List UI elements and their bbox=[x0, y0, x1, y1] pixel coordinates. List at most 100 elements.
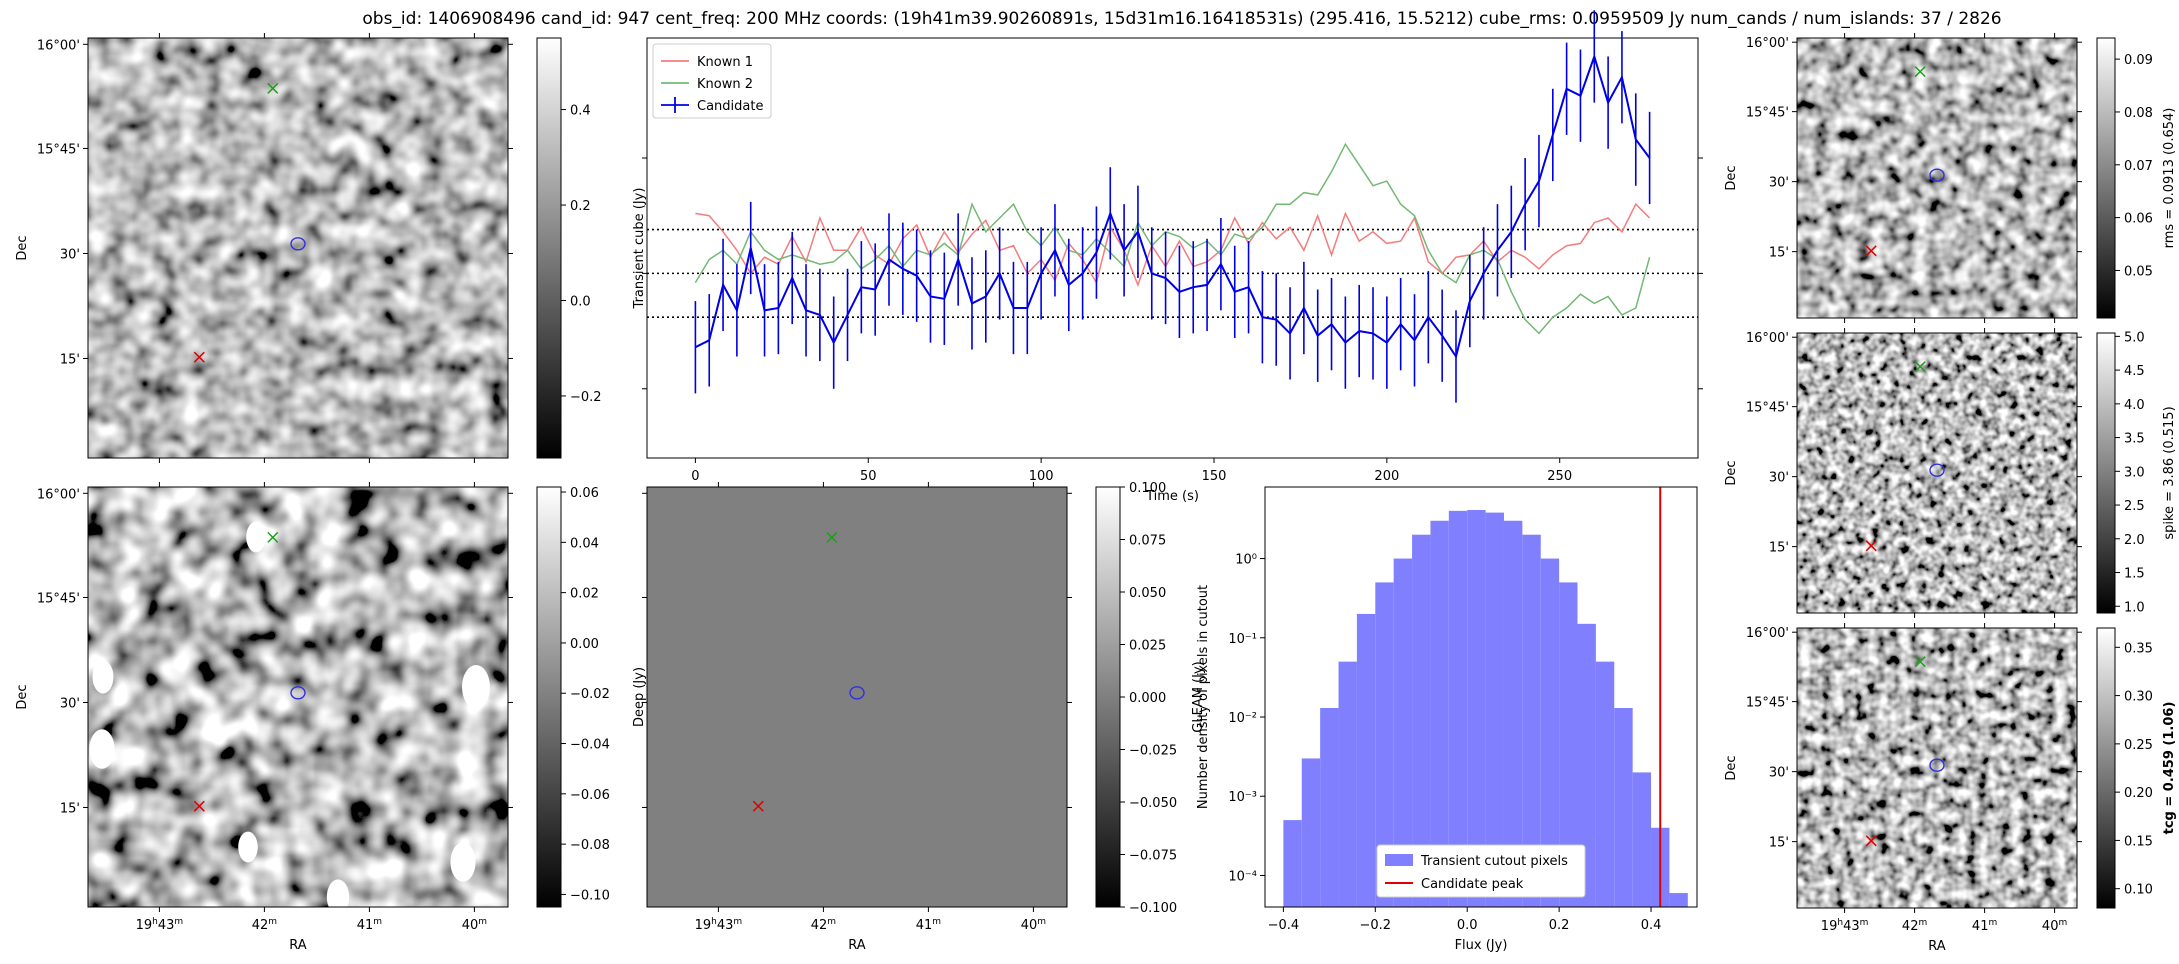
density-tick-label: 10⁰ bbox=[1235, 553, 1257, 568]
colorbar-tick-label: 2.0 bbox=[2124, 533, 2145, 548]
colorbar-tick-label: 0.08 bbox=[2124, 106, 2153, 121]
histogram-bar bbox=[1503, 520, 1523, 907]
colorbar-tick-label: 1.0 bbox=[2124, 600, 2145, 615]
flux-tick-label: −0.4 bbox=[1268, 918, 1300, 933]
colorbar-tick-label: 1.5 bbox=[2124, 567, 2145, 582]
deep-bright-source bbox=[326, 879, 350, 915]
deep-bright-source bbox=[246, 521, 266, 553]
histogram-bar bbox=[1338, 661, 1357, 907]
density-axis-label: Number density of pixels in cutout bbox=[1196, 585, 1211, 809]
tcg-colorbar-label: tcg = 0.459 (1.06) bbox=[2162, 702, 2177, 835]
gleam-image bbox=[647, 487, 1067, 907]
histogram-bar bbox=[1669, 893, 1688, 907]
flux-tick-label: 0.0 bbox=[1457, 918, 1478, 933]
candidate-contour bbox=[1929, 168, 1945, 182]
histogram-bar bbox=[1540, 558, 1560, 907]
green-cross-marker bbox=[267, 82, 279, 94]
tcg-image bbox=[1797, 628, 2077, 908]
deep-frame bbox=[87, 486, 509, 908]
candidate-contour bbox=[1929, 463, 1945, 477]
flux-tick-label: 0.2 bbox=[1549, 918, 1570, 933]
dec-tick-label: 15°45' bbox=[37, 591, 80, 606]
deep-bright-source bbox=[89, 729, 115, 769]
ra-tick-label: 19h43m bbox=[136, 917, 184, 933]
legend-label: Candidate bbox=[697, 99, 763, 114]
image-panel-deep: 16°00' 15°45' 30' 15' 19h43m 42m 41m 40m Dec RA 0.… bbox=[15, 482, 647, 953]
colorbar-tick-label: 0.4 bbox=[570, 104, 591, 119]
colorbar-tick-label: −0.06 bbox=[570, 788, 610, 803]
legend-label: Known 2 bbox=[697, 77, 753, 92]
colorbar-tick-label: 0.15 bbox=[2124, 834, 2153, 849]
time-tick-label: 100 bbox=[1029, 469, 1054, 484]
dec-tick-label: 15°45' bbox=[37, 142, 80, 157]
dec-tick-label: 30' bbox=[60, 247, 80, 262]
spike-image bbox=[1797, 333, 2077, 613]
transient-image bbox=[88, 38, 508, 458]
colorbar-tick-label: 4.0 bbox=[2124, 398, 2145, 413]
colorbar-tick-label: −0.025 bbox=[1129, 744, 1177, 759]
density-tick-label: 10⁻³ bbox=[1228, 790, 1257, 805]
dec-tick-label: 16°00' bbox=[1746, 331, 1789, 346]
histogram-bar bbox=[1356, 613, 1376, 907]
histogram-bar bbox=[1467, 510, 1486, 907]
spike-frame bbox=[1796, 332, 2078, 614]
rms-colorbar bbox=[2096, 37, 2116, 319]
deep-bright-source bbox=[238, 831, 258, 863]
time-tick-label: 50 bbox=[860, 469, 877, 484]
green-cross-marker bbox=[1914, 656, 1926, 668]
series-line-candidate bbox=[694, 53, 1651, 359]
colorbar-tick-label: 0.00 bbox=[570, 637, 599, 652]
dec-tick-label: 30' bbox=[1769, 176, 1789, 191]
time-axis-label: Time (s) bbox=[1145, 489, 1199, 504]
lightcurve-frame bbox=[646, 37, 1699, 459]
dec-tick-label: 16°00' bbox=[1746, 36, 1789, 51]
histogram-bar bbox=[1283, 820, 1302, 907]
time-tick-label: 150 bbox=[1202, 469, 1227, 484]
colorbar-tick-label: 3.5 bbox=[2124, 432, 2145, 447]
dec-tick-label: 16°00' bbox=[37, 38, 80, 53]
ra-tick-label: 19h43m bbox=[1821, 918, 1869, 934]
density-tick-label: 10⁻² bbox=[1228, 711, 1257, 726]
colorbar-tick-label: 2.5 bbox=[2124, 499, 2145, 514]
histogram-chart: −0.4 −0.2 0.0 0.2 0.4 10⁻⁴ 10⁻³ 10⁻² 10⁻¹ 10⁰ Flux… bbox=[1196, 486, 1698, 953]
colorbar-tick-label: 0.10 bbox=[2124, 883, 2153, 898]
ra-axis-label: RA bbox=[289, 938, 307, 953]
ra-tick-label: 40m bbox=[1021, 917, 1046, 933]
transient-frame bbox=[87, 37, 509, 459]
colorbar-tick-label: −0.100 bbox=[1129, 901, 1177, 916]
colorbar-tick-label: 0.075 bbox=[1129, 534, 1166, 549]
dec-tick-label: 15°45' bbox=[1746, 696, 1789, 711]
ra-tick-label: 19h43m bbox=[695, 917, 743, 933]
dec-tick-label: 30' bbox=[60, 696, 80, 711]
histogram-bar bbox=[1614, 707, 1633, 907]
flux-tick-label: −0.2 bbox=[1360, 918, 1392, 933]
red-cross-marker bbox=[1865, 540, 1877, 552]
histogram-bar bbox=[1448, 510, 1468, 907]
red-cross-marker bbox=[1865, 245, 1877, 257]
ra-tick-label: 40m bbox=[2042, 918, 2067, 934]
colorbar-tick-label: −0.050 bbox=[1129, 796, 1177, 811]
legend-label: Candidate peak bbox=[1421, 877, 1524, 892]
histogram-bar bbox=[1393, 558, 1413, 907]
red-cross-marker bbox=[752, 800, 764, 812]
spike-colorbar-label: spike = 3.86 (0.515) bbox=[2162, 406, 2177, 539]
legend-box bbox=[652, 43, 772, 119]
histogram-bar bbox=[1320, 707, 1339, 907]
colorbar-tick-label: −0.04 bbox=[570, 738, 610, 753]
ra-tick-label: 42m bbox=[1902, 918, 1927, 934]
colorbar-tick-label: 0.06 bbox=[570, 486, 599, 501]
flux-axis-label: Flux (Jy) bbox=[1455, 938, 1508, 953]
colorbar-tick-label: 0.09 bbox=[2124, 53, 2153, 68]
dec-tick-label: 16°00' bbox=[37, 487, 80, 502]
dec-axis-label: Dec bbox=[15, 235, 30, 260]
colorbar-tick-label: 0.05 bbox=[2124, 264, 2153, 279]
red-cross-marker bbox=[193, 800, 205, 812]
lightcurve-legend: Known 1 Known 2 Candidate bbox=[652, 43, 772, 119]
colorbar-tick-label: 0.025 bbox=[1129, 639, 1166, 654]
time-tick-label: 0 bbox=[691, 469, 699, 484]
legend-box bbox=[1376, 844, 1586, 898]
ra-axis-label: RA bbox=[1928, 939, 1946, 954]
deep-colorbar-label: Deep (Jy) bbox=[632, 667, 647, 727]
colorbar-tick-label: 0.04 bbox=[570, 536, 599, 551]
